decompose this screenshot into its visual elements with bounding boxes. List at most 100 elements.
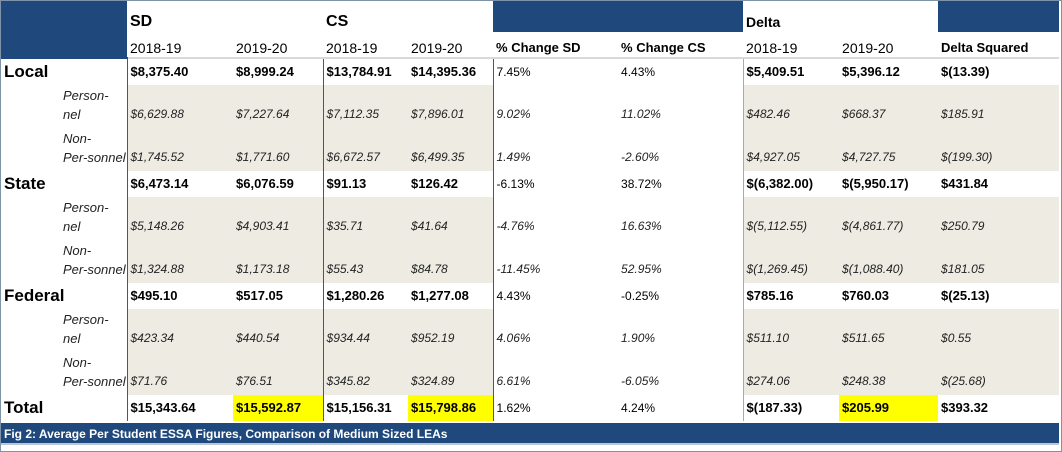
category-row: Total $15,343.64 $15,592.87 $15,156.31 $15,7…	[1, 395, 1059, 421]
table-cell: 4.24%	[621, 401, 656, 415]
table-cell: $4,727.75	[839, 128, 939, 171]
table-cell: $785.16	[742, 283, 840, 309]
table-cell: $14,395.36	[411, 64, 477, 79]
table-cell: $511.10	[742, 309, 840, 352]
column-header: 2018-19	[127, 32, 233, 59]
table-cell: $1,745.52	[126, 128, 233, 171]
table-cell: 1.62%	[492, 395, 619, 421]
subcategory-row: Non- Per-sonnel $71.76 $76.51 $345.82 $324.8…	[1, 352, 1060, 395]
table-cell: -2.60%	[621, 150, 660, 164]
table-cell: $(5,112.55)	[742, 197, 840, 240]
table-cell: $511.65	[839, 309, 939, 352]
row-label: Non- Per-sonnel	[63, 355, 126, 389]
table-cell: $13,784.91	[322, 58, 409, 85]
table-cell: $(199.30)	[938, 128, 1060, 171]
table-cell: 4.06%	[492, 309, 619, 352]
table-cell: $440.54	[233, 309, 324, 352]
table-cell: $934.44	[322, 309, 409, 352]
table-cell: $6,473.14	[126, 171, 233, 197]
table-cell: $126.42	[411, 176, 459, 191]
row-label: Person- nel	[63, 200, 109, 234]
table-cell: $(5,950.17)	[842, 176, 909, 191]
column-header: % Change CS	[618, 32, 744, 59]
subcategory-row: Person- nel $423.34 $440.54 $934.44 $952.19 4…	[1, 309, 1060, 352]
table-cell: $6,076.59	[236, 176, 294, 191]
table-cell: $8,999.24	[236, 64, 294, 79]
group-delta: Delta	[746, 14, 781, 30]
row-label: State	[4, 174, 46, 193]
table-cell: $274.06	[742, 352, 840, 395]
table-cell: $1,173.18	[233, 240, 324, 283]
table-cell: $84.78	[408, 240, 494, 283]
table-cell: $345.82	[322, 352, 409, 395]
table-cell: $8,375.40	[126, 58, 233, 85]
table-cell: $250.79	[938, 197, 1060, 240]
column-header: 2019-20	[233, 32, 324, 59]
table-cell: $1,280.26	[322, 283, 409, 309]
table-cell: $760.03	[842, 288, 890, 303]
table-cell: 1.49%	[492, 128, 619, 171]
pct-header-block	[493, 1, 744, 32]
category-row: Local $8,375.40 $8,999.24 $13,784.91 $14,395…	[1, 58, 1059, 85]
table-cell: $7,227.64	[233, 85, 324, 128]
row-label: Non- Per-sonnel	[63, 243, 126, 277]
table-cell: $0.55	[938, 309, 1060, 352]
table-cell: 52.95%	[621, 262, 662, 276]
table-cell: $248.38	[839, 352, 939, 395]
column-header: 2019-20	[408, 32, 494, 59]
table-cell: 11.02%	[621, 107, 661, 121]
row-label: Non- Per-sonnel	[63, 131, 126, 165]
table-cell: $(4,861.77)	[839, 197, 939, 240]
table-cell: $15,798.86	[408, 395, 494, 421]
table-cell: 7.45%	[492, 58, 619, 85]
table-cell: $1,771.60	[233, 128, 324, 171]
table-cell: $(1,269.45)	[742, 240, 840, 283]
table-cell: $4,903.41	[233, 197, 324, 240]
table-cell: 9.02%	[492, 85, 619, 128]
table-cell: 16.63%	[621, 219, 662, 233]
table-cell: $5,148.26	[126, 197, 233, 240]
group-cs: CS	[326, 13, 349, 30]
table-cell: $6,672.57	[322, 128, 409, 171]
subcategory-row: Person- nel $5,148.26 $4,903.41 $35.71 $41.6…	[1, 197, 1060, 240]
subcategory-row: Non- Per-sonnel $1,745.52 $1,771.60 $6,672.…	[1, 128, 1060, 171]
table-cell: $185.91	[938, 85, 1060, 128]
table-cell: -4.76%	[492, 197, 619, 240]
table-cell: 4.43%	[492, 283, 619, 309]
table-cell: $668.37	[839, 85, 939, 128]
subcategory-row: Non- Per-sonnel $1,324.88 $1,173.18 $55.43 $…	[1, 240, 1060, 283]
table-cell: $5,409.51	[742, 58, 840, 85]
table-cell: $35.71	[322, 197, 409, 240]
table-cell: 38.72%	[621, 177, 662, 191]
table-cell: $(13.39)	[941, 64, 990, 79]
table-cell: $(1,088.40)	[839, 240, 939, 283]
table-cell: $423.34	[126, 309, 233, 352]
table-cell: $5,396.12	[842, 64, 900, 79]
table-cell: 1.90%	[621, 331, 656, 345]
table-cell: $76.51	[233, 352, 324, 395]
table-cell: $205.99	[839, 395, 939, 421]
table-cell: $482.46	[742, 85, 840, 128]
table-cell: $324.89	[408, 352, 494, 395]
delta-squared-header-block	[938, 1, 1060, 32]
table-cell: -0.25%	[621, 289, 660, 303]
table-cell: $393.32	[941, 400, 989, 415]
table-cell: -11.45%	[492, 240, 619, 283]
table-cell: $6,629.88	[126, 85, 233, 128]
table-cell: $6,499.35	[408, 128, 494, 171]
table-cell: $(6,382.00)	[742, 171, 840, 197]
table-cell: $71.76	[126, 352, 233, 395]
header-corner	[1, 1, 127, 32]
table-cell: -6.13%	[492, 171, 619, 197]
table-cell: $495.10	[126, 283, 233, 309]
row-label: Person- nel	[63, 88, 109, 122]
table-cell: $15,343.64	[126, 395, 233, 421]
table-cell: $91.13	[322, 171, 409, 197]
column-header: % Change SD	[493, 32, 619, 59]
column-header: Delta Squared	[938, 32, 1060, 59]
table-cell: 4.43%	[621, 65, 656, 79]
table-cell: $15,592.87	[233, 395, 324, 421]
column-header: 2018-19	[323, 32, 409, 59]
group-sd: SD	[130, 13, 153, 30]
